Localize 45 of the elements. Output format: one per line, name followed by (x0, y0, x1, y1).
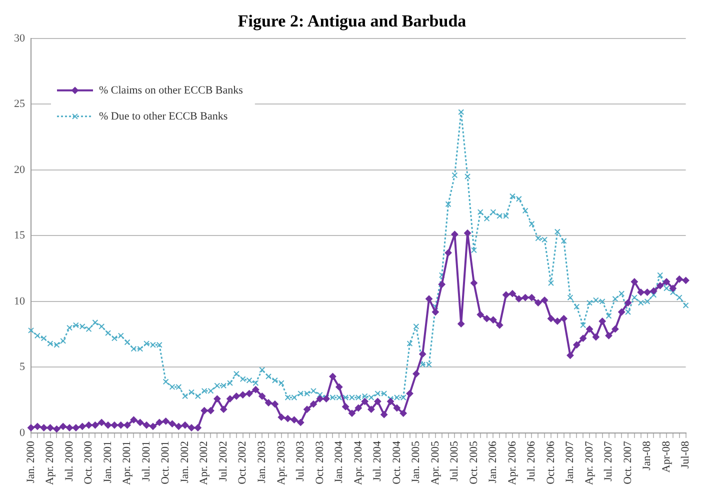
x-tick-label: Jul. 2004 (372, 440, 384, 482)
x-tick-label: Apr. 2004 (352, 440, 364, 485)
x-tick-label: Apr. 2000 (44, 440, 56, 485)
x-tick-label: Jul. 2000 (63, 440, 76, 482)
y-tick-label: 25 (14, 98, 26, 110)
x-tick-label: Jan. 2003 (256, 440, 268, 484)
x-tick-label: Oct. 2007 (622, 440, 634, 484)
x-tick-label: Jan. 2001 (102, 441, 114, 484)
x-tick-label: Jan-08 (641, 440, 654, 470)
x-tick-label: Oct. 2006 (544, 440, 557, 484)
x-tick-label: Apr. 2001 (121, 441, 134, 485)
x-tick-label: Jul. 2005 (448, 440, 461, 482)
x-tick-label: Apr. 2005 (429, 440, 442, 485)
x-tick-label: Jan. 2000 (24, 440, 37, 484)
y-tick-label: 5 (20, 361, 26, 374)
x-tick-label: Apr. 2003 (275, 440, 288, 485)
y-tick-label: 15 (14, 230, 26, 242)
x-tick-label: Apr-08 (660, 440, 672, 473)
x-tick-label: Jan. 2007 (564, 440, 576, 484)
x-tick-label: Jan. 2002 (178, 441, 191, 484)
x-tick-label: Apr. 2002 (198, 441, 210, 485)
x-tick-label: Jan. 2005 (410, 440, 422, 484)
legend-label: % Due to other ECCB Banks (99, 110, 228, 122)
legend-label: % Claims on other ECCB Banks (99, 84, 243, 96)
x-tick-label: Jul. 2003 (294, 440, 307, 482)
x-tick-label: Jul. 2006 (526, 440, 538, 482)
x-tick-label: Apr. 2007 (583, 440, 596, 485)
x-tick-label: Jul. 2001 (140, 441, 152, 482)
x-tick-label: Jan. 2004 (333, 440, 346, 484)
chart-title: Figure 2: Antigua and Barbuda (238, 12, 467, 31)
x-tick-label: Apr. 2006 (506, 440, 518, 485)
x-tick-label: Jan. 2006 (487, 440, 500, 484)
x-tick-label: Jul. 2002 (217, 441, 230, 482)
y-tick-label: 20 (14, 164, 26, 176)
x-tick-label: Oct. 2002 (236, 441, 249, 484)
x-tick-label: Oct. 2004 (390, 440, 403, 484)
y-tick-label: 10 (14, 295, 26, 308)
y-tick-label: 30 (14, 32, 26, 44)
x-tick-label: Jul. 2007 (602, 440, 615, 482)
x-tick-label: Oct. 2000 (82, 440, 95, 484)
y-tick-label: 0 (20, 426, 26, 439)
x-tick-label: Oct. 2003 (314, 440, 326, 484)
x-tick-label: Oct. 2001 (160, 441, 172, 484)
x-tick-label: Oct. 2005 (468, 440, 480, 484)
x-tick-label: Jul-08 (680, 440, 692, 468)
